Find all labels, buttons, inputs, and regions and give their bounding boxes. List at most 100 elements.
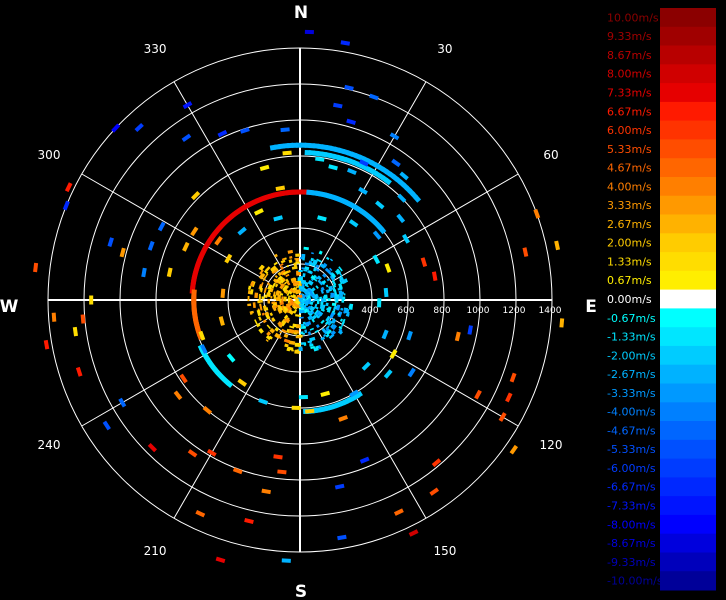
data-cell xyxy=(279,330,282,334)
data-point xyxy=(305,408,315,414)
data-cell xyxy=(326,319,333,326)
data-point xyxy=(402,233,410,244)
data-cell xyxy=(247,303,252,307)
colorbar-label: 9.33m/s xyxy=(607,30,652,43)
data-cell xyxy=(305,324,310,327)
data-cell xyxy=(281,296,284,301)
data-point xyxy=(198,330,206,341)
data-point xyxy=(509,372,517,383)
data-cell xyxy=(295,314,301,317)
data-point xyxy=(280,127,290,133)
data-cell xyxy=(309,292,314,297)
data-cell xyxy=(309,336,316,342)
arc-cell xyxy=(384,177,392,186)
data-cell xyxy=(260,300,263,303)
data-cell xyxy=(283,305,288,312)
data-cell xyxy=(257,300,261,304)
data-cell xyxy=(289,325,295,329)
data-cell xyxy=(331,318,337,324)
data-cell xyxy=(280,283,284,287)
data-cell xyxy=(267,299,271,304)
data-cell xyxy=(299,288,306,292)
data-point xyxy=(232,467,243,475)
data-cell xyxy=(292,281,300,286)
data-cell xyxy=(265,314,270,320)
data-cell xyxy=(292,310,296,314)
data-cell xyxy=(280,259,286,264)
data-cell xyxy=(304,262,310,266)
data-cell xyxy=(324,267,331,274)
data-cell xyxy=(323,294,328,299)
data-cell xyxy=(320,319,325,325)
colorbar-label: 7.33m/s xyxy=(607,87,652,100)
data-cell xyxy=(266,292,271,298)
data-point xyxy=(334,483,345,490)
data-point xyxy=(80,314,86,324)
azimuth-label: 120 xyxy=(540,438,563,452)
data-point xyxy=(406,330,413,341)
colorbar-swatch xyxy=(660,139,716,159)
data-cell xyxy=(318,250,323,255)
data-point xyxy=(218,316,225,326)
data-point xyxy=(134,122,144,133)
data-point xyxy=(554,240,560,251)
colorbar-swatch xyxy=(660,477,716,497)
data-cell xyxy=(310,345,316,350)
data-cell xyxy=(316,295,319,299)
data-cell xyxy=(326,329,332,335)
data-cell xyxy=(307,315,313,321)
data-point xyxy=(147,240,155,251)
data-cell xyxy=(317,279,324,286)
azimuth-label: 330 xyxy=(144,42,167,56)
data-point xyxy=(62,200,70,211)
data-point xyxy=(381,329,389,340)
colorbar-swatch xyxy=(660,8,716,28)
data-cell xyxy=(312,300,315,303)
data-cell xyxy=(296,272,300,276)
data-point xyxy=(559,318,565,328)
data-point xyxy=(333,102,343,109)
data-cell xyxy=(259,273,266,280)
data-point xyxy=(89,295,94,305)
data-cell xyxy=(259,285,263,291)
data-cell xyxy=(259,305,263,311)
data-cell xyxy=(323,333,327,338)
colorbar: 10.00m/s 9.33m/s 8.67m/s 8.00m/s 7.33m/s 6.67… xyxy=(607,8,716,591)
data-cell xyxy=(340,307,344,311)
colorbar-label: 0.67m/s xyxy=(607,274,652,287)
data-cell xyxy=(315,324,320,329)
data-point xyxy=(182,101,193,110)
data-point xyxy=(391,158,401,168)
colorbar-label: 8.00m/s xyxy=(607,68,652,81)
colorbar-label: 0.00m/s xyxy=(607,293,652,306)
data-point xyxy=(206,448,217,457)
colorbar-label: -2.00m/s xyxy=(607,349,656,362)
data-cell xyxy=(286,290,291,297)
data-point xyxy=(522,247,529,257)
data-cell xyxy=(303,296,306,300)
data-point xyxy=(214,235,223,246)
data-point xyxy=(226,353,236,363)
data-cell xyxy=(289,288,294,293)
data-cell xyxy=(325,289,330,294)
data-cell xyxy=(258,284,262,290)
data-point xyxy=(147,443,157,453)
colorbar-swatch xyxy=(660,514,716,535)
data-cell xyxy=(342,296,346,301)
colorbar-swatch xyxy=(660,345,716,366)
data-cell xyxy=(283,317,290,323)
data-cell xyxy=(285,273,290,278)
azimuth-spoke xyxy=(317,81,427,270)
data-cell xyxy=(296,324,301,329)
data-cell xyxy=(307,292,311,295)
data-cell xyxy=(322,273,327,278)
data-cell xyxy=(318,311,324,317)
data-cell xyxy=(278,280,282,284)
data-cell xyxy=(279,283,286,290)
colorbar-swatch xyxy=(660,308,716,328)
colorbar-swatch xyxy=(660,496,716,516)
data-cell xyxy=(323,329,329,335)
data-point xyxy=(237,378,248,387)
data-point xyxy=(217,129,228,138)
data-point xyxy=(72,326,79,337)
